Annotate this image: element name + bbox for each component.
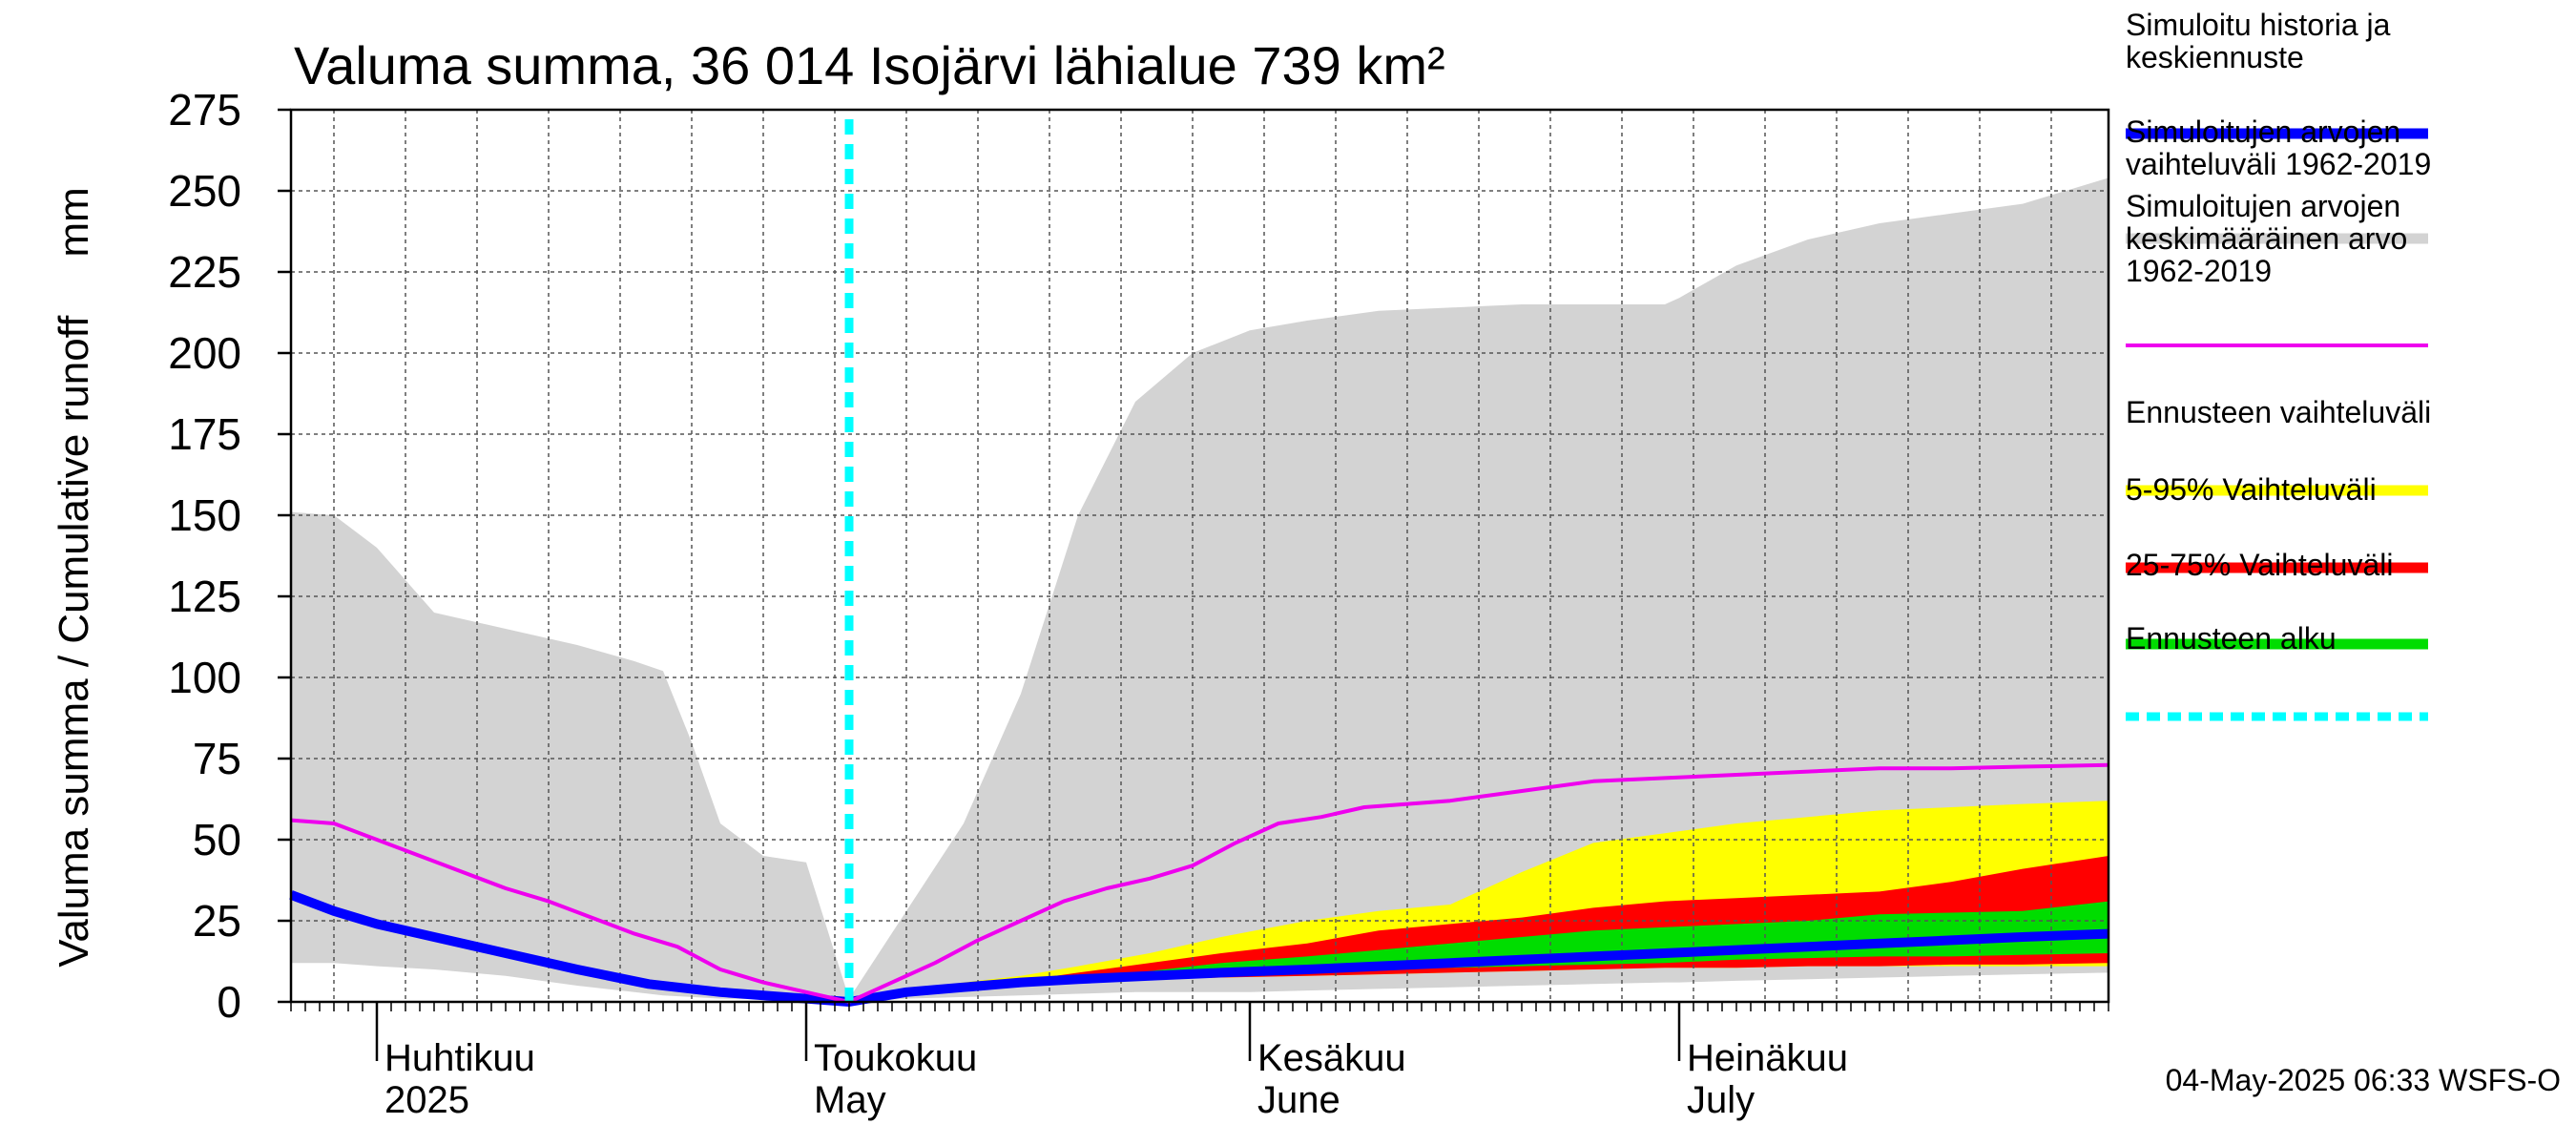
legend-label-5: 25-75% Vaihteluväli bbox=[2126, 548, 2393, 582]
legend-label-1: Simuloitujen arvojen bbox=[2126, 114, 2400, 149]
y-axis: 0 25 50 75 100 125 150 175 200 225 250 275 bbox=[168, 85, 291, 1027]
y-tick-label: 225 bbox=[168, 247, 241, 297]
legend-label-1: vaihteluväli 1962-2019 bbox=[2126, 147, 2431, 181]
y-tick-label: 25 bbox=[193, 896, 241, 946]
grid bbox=[291, 110, 2109, 1002]
y-tick-label: 175 bbox=[168, 409, 241, 459]
y-tick-label: 75 bbox=[193, 734, 241, 783]
y-tick-label: 250 bbox=[168, 166, 241, 216]
legend-label-3: Ennusteen vaihteluväli bbox=[2126, 395, 2431, 429]
legend-label-2: keskimääräinen arvo bbox=[2126, 221, 2407, 256]
band-0 bbox=[291, 177, 2109, 1002]
legend-label-0: keskiennuste bbox=[2126, 40, 2304, 74]
x-month-sublabel: July bbox=[1687, 1079, 1755, 1121]
legend-label-2: Simuloitujen arvojen bbox=[2126, 189, 2400, 223]
y-tick-label: 200 bbox=[168, 328, 241, 378]
y-tick-label: 50 bbox=[193, 815, 241, 864]
y-tick-label: 150 bbox=[168, 490, 241, 540]
timestamp-footer: 04-May-2025 06:33 WSFS-O bbox=[2166, 1063, 2561, 1097]
x-month-label: Kesäkuu bbox=[1257, 1037, 1406, 1079]
legend-label-4: 5-95% Vaihteluväli bbox=[2126, 472, 2377, 507]
chart-title: Valuma summa, 36 014 Isojärvi lähialue 7… bbox=[294, 35, 1445, 95]
legend-label-0: Simuloitu historia ja bbox=[2126, 8, 2391, 42]
x-month-sublabel: 2025 bbox=[384, 1079, 469, 1121]
y-tick-label: 125 bbox=[168, 572, 241, 621]
y-tick-label: 0 bbox=[217, 977, 241, 1027]
line-layer bbox=[289, 119, 2109, 1007]
y-axis-label: Valuma summa / Cumulative runoff mm bbox=[51, 187, 97, 968]
series-line-1 bbox=[290, 762, 2109, 1004]
legend-label-2: 1962-2019 bbox=[2126, 254, 2272, 288]
x-month-sublabel: May bbox=[814, 1079, 886, 1121]
x-month-label: Huhtikuu bbox=[384, 1037, 535, 1079]
series-line-0 bbox=[289, 890, 2109, 1007]
plot-border bbox=[289, 108, 2110, 1004]
x-month-label: Heinäkuu bbox=[1687, 1037, 1848, 1079]
y-tick-label: 275 bbox=[168, 85, 241, 135]
x-month-label: Toukokuu bbox=[814, 1037, 977, 1079]
y-tick-label: 100 bbox=[168, 653, 241, 702]
x-month-sublabel: June bbox=[1257, 1079, 1340, 1121]
legend-label-6: Ennusteen alku bbox=[2126, 621, 2337, 656]
plot-frame bbox=[289, 108, 2110, 1004]
